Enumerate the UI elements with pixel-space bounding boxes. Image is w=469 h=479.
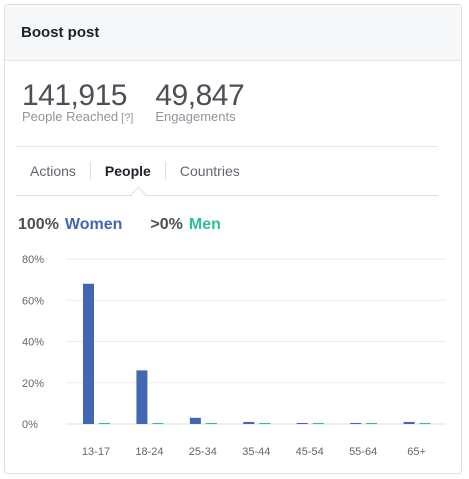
men-percent: >0% (150, 216, 183, 233)
help-icon[interactable]: [?] (121, 112, 134, 124)
people-reached-label: People Reached [?] (22, 110, 133, 125)
breakdown-tabs: Actions People Countries (16, 147, 438, 195)
bar-women-25-34[interactable] (189, 417, 201, 424)
women-percent: 100% (18, 216, 59, 233)
tab-separator (89, 162, 91, 180)
x-tick-label: 13-17 (82, 446, 110, 458)
tab-actions[interactable]: Actions (30, 163, 76, 179)
bar-men-18-24[interactable] (152, 422, 164, 424)
y-tick-label: 0% (22, 419, 38, 431)
bar-men-25-34[interactable] (205, 422, 217, 424)
bar-men-65+[interactable] (419, 422, 431, 424)
tab-separator (164, 162, 166, 180)
bar-women-18-24[interactable] (136, 370, 148, 424)
bar-men-55-64[interactable] (366, 422, 378, 424)
engagements-stat: 49,847 Engagements (155, 79, 245, 125)
engagements-label: Engagements (155, 109, 236, 124)
women-label: Women (64, 216, 123, 233)
bar-women-65+[interactable] (403, 421, 415, 424)
bar-men-13-17[interactable] (99, 422, 110, 424)
men-label: Men (188, 216, 221, 233)
card-header: Boost post (5, 5, 461, 61)
bar-women-35-44[interactable] (243, 421, 255, 424)
tabs-divider (16, 195, 438, 196)
y-tick-label: 40% (22, 337, 44, 349)
boost-post-title[interactable]: Boost post (21, 24, 100, 41)
x-tick-label: 18-24 (135, 446, 163, 458)
boost-post-card: Boost post (4, 4, 462, 474)
x-tick-label: 35-44 (242, 446, 270, 458)
y-tick-label: 60% (22, 295, 44, 307)
x-tick-label: 45-54 (296, 446, 324, 458)
divider (16, 146, 438, 147)
gender-legend: 100% Women >0% Men (18, 216, 221, 234)
x-tick-label: 55-64 (349, 446, 377, 458)
bar-women-45-54[interactable] (296, 422, 308, 424)
stats-row: 141,915 People Reached [?] 49,847 Engagem… (22, 79, 245, 125)
bar-women-13-17[interactable] (83, 283, 94, 424)
bar-women-55-64[interactable] (350, 422, 362, 424)
tab-people[interactable]: People (104, 163, 151, 179)
people-reached-text: People Reached (22, 109, 119, 124)
x-tick-label: 25-34 (189, 446, 217, 458)
tab-countries[interactable]: Countries (179, 163, 240, 179)
x-tick-label: 65+ (407, 446, 426, 458)
y-tick-label: 20% (22, 378, 44, 390)
bar-men-45-54[interactable] (312, 422, 324, 424)
people-reached-value: 141,915 (22, 79, 127, 112)
y-tick-label: 80% (22, 254, 44, 266)
bar-men-35-44[interactable] (259, 422, 271, 424)
engagements-value: 49,847 (155, 79, 245, 112)
people-reached-stat: 141,915 People Reached [?] (22, 79, 133, 125)
